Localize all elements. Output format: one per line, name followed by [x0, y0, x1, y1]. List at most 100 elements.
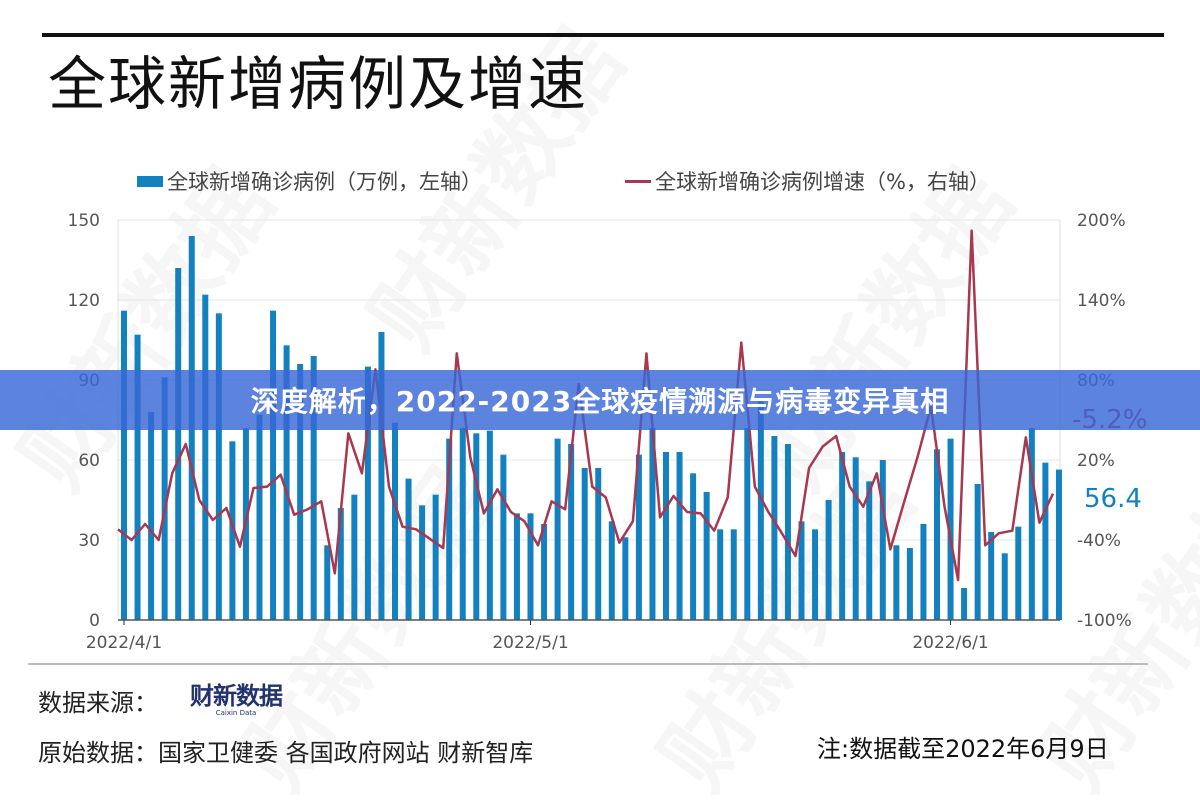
- bar: [500, 454, 507, 620]
- bar: [283, 345, 290, 620]
- bar: [703, 492, 710, 620]
- bar: [446, 438, 453, 620]
- y-right-tick: -40%: [1077, 531, 1121, 551]
- y-left-tick: 0: [89, 611, 100, 631]
- bar: [527, 513, 534, 620]
- bar: [568, 444, 575, 620]
- bar: [730, 529, 737, 620]
- bar: [676, 452, 683, 620]
- bar: [934, 449, 940, 620]
- bar: [595, 468, 602, 620]
- bar: [392, 422, 398, 620]
- bar: [622, 537, 629, 620]
- bar: [202, 294, 209, 620]
- latest-cases-callout: 56.4: [1084, 484, 1142, 514]
- bar: [215, 313, 222, 620]
- article-banner[interactable]: 深度解析，2022-2023全球疫情溯源与病毒变异真相: [0, 370, 1200, 430]
- bar: [351, 494, 358, 620]
- bar: [405, 478, 412, 620]
- bar: [1055, 469, 1062, 620]
- chart-legend: 全球新增确诊病例（万例，左轴） 全球新增确诊病例增速（%，右轴）: [0, 166, 1200, 196]
- bar: [229, 441, 236, 620]
- bar: [961, 588, 968, 620]
- bar: [175, 268, 182, 620]
- bar: [771, 436, 778, 620]
- y-right-tick: 140%: [1077, 291, 1126, 311]
- bar: [473, 433, 480, 620]
- bar: [852, 457, 859, 620]
- bar: [988, 532, 995, 620]
- y-right-tick: 200%: [1077, 211, 1126, 231]
- bar: [1001, 553, 1008, 620]
- x-tick-label: 2022/5/1: [492, 633, 568, 653]
- bar: [581, 468, 588, 620]
- bar: [256, 414, 263, 620]
- y-left-tick: 120: [68, 291, 100, 311]
- growth-rate-line: [117, 229, 1055, 582]
- page-title: 全球新增病例及增速: [48, 50, 589, 118]
- y-left-tick: 30: [78, 531, 100, 551]
- bar: [784, 444, 791, 620]
- bar: [757, 401, 764, 620]
- bar: [378, 332, 385, 620]
- bar: [744, 428, 751, 620]
- bar: [432, 494, 439, 620]
- bar: [161, 377, 168, 620]
- bar: [337, 508, 344, 620]
- bar: [541, 524, 548, 620]
- x-tick-label: 2022/6/1: [912, 633, 988, 653]
- data-cutoff-note: 注:数据截至2022年6月9日: [817, 735, 1109, 763]
- bar: [364, 366, 371, 620]
- footer-divider: [28, 663, 1148, 665]
- bar: [134, 334, 141, 620]
- source-label: 数据来源：: [38, 689, 158, 717]
- bar: [825, 500, 832, 620]
- bar: [663, 452, 669, 620]
- bar: [920, 524, 927, 620]
- bar: [324, 545, 331, 620]
- bar: [947, 438, 954, 620]
- bar: [270, 310, 277, 620]
- legend-item-cases: 全球新增确诊病例（万例，左轴）: [137, 166, 482, 196]
- logo-text-cn: 财新数据: [190, 682, 283, 710]
- bar: [906, 548, 913, 620]
- bar: [974, 484, 981, 620]
- legend-label-rate: 全球新增确诊病例增速（%，右轴）: [655, 170, 990, 194]
- bar: [608, 521, 615, 620]
- bar-swatch-icon: [137, 175, 163, 187]
- bar: [879, 460, 886, 620]
- bar: [812, 529, 819, 620]
- bar: [310, 356, 317, 620]
- bar: [649, 428, 656, 620]
- bar: [866, 481, 873, 620]
- bar: [121, 310, 127, 620]
- y-right-tick: -100%: [1077, 611, 1132, 631]
- bar: [635, 454, 642, 620]
- legend-label-cases: 全球新增确诊病例（万例，左轴）: [167, 170, 482, 194]
- line-swatch-icon: [625, 179, 651, 183]
- bar: [148, 412, 155, 620]
- raw-data-sources: 原始数据：国家卫健委 各国政府网站 财新智库: [38, 739, 534, 767]
- data-source-row: 数据来源： 财新数据 Caixin Data: [38, 682, 283, 718]
- y-right-tick: 20%: [1077, 451, 1115, 471]
- bar: [459, 428, 466, 620]
- top-rule: [42, 33, 1164, 37]
- legend-item-rate: 全球新增确诊病例增速（%，右轴）: [625, 166, 990, 196]
- bar: [839, 452, 846, 620]
- bar: [1015, 526, 1022, 620]
- bar: [893, 545, 900, 620]
- banner-title: 深度解析，2022-2023全球疫情溯源与病毒变异真相: [250, 385, 950, 418]
- bar: [690, 473, 697, 620]
- logo-text-en: Caixin Data: [215, 709, 257, 717]
- caixin-data-logo: 财新数据 Caixin Data: [190, 682, 283, 718]
- bar: [717, 529, 724, 620]
- bar: [1042, 462, 1049, 620]
- y-left-tick: 150: [68, 211, 100, 231]
- bar: [1028, 428, 1035, 620]
- y-left-tick: 60: [78, 451, 100, 471]
- bar: [486, 430, 493, 620]
- bar: [554, 438, 561, 620]
- bar: [798, 521, 805, 620]
- x-tick-label: 2022/4/1: [86, 633, 162, 653]
